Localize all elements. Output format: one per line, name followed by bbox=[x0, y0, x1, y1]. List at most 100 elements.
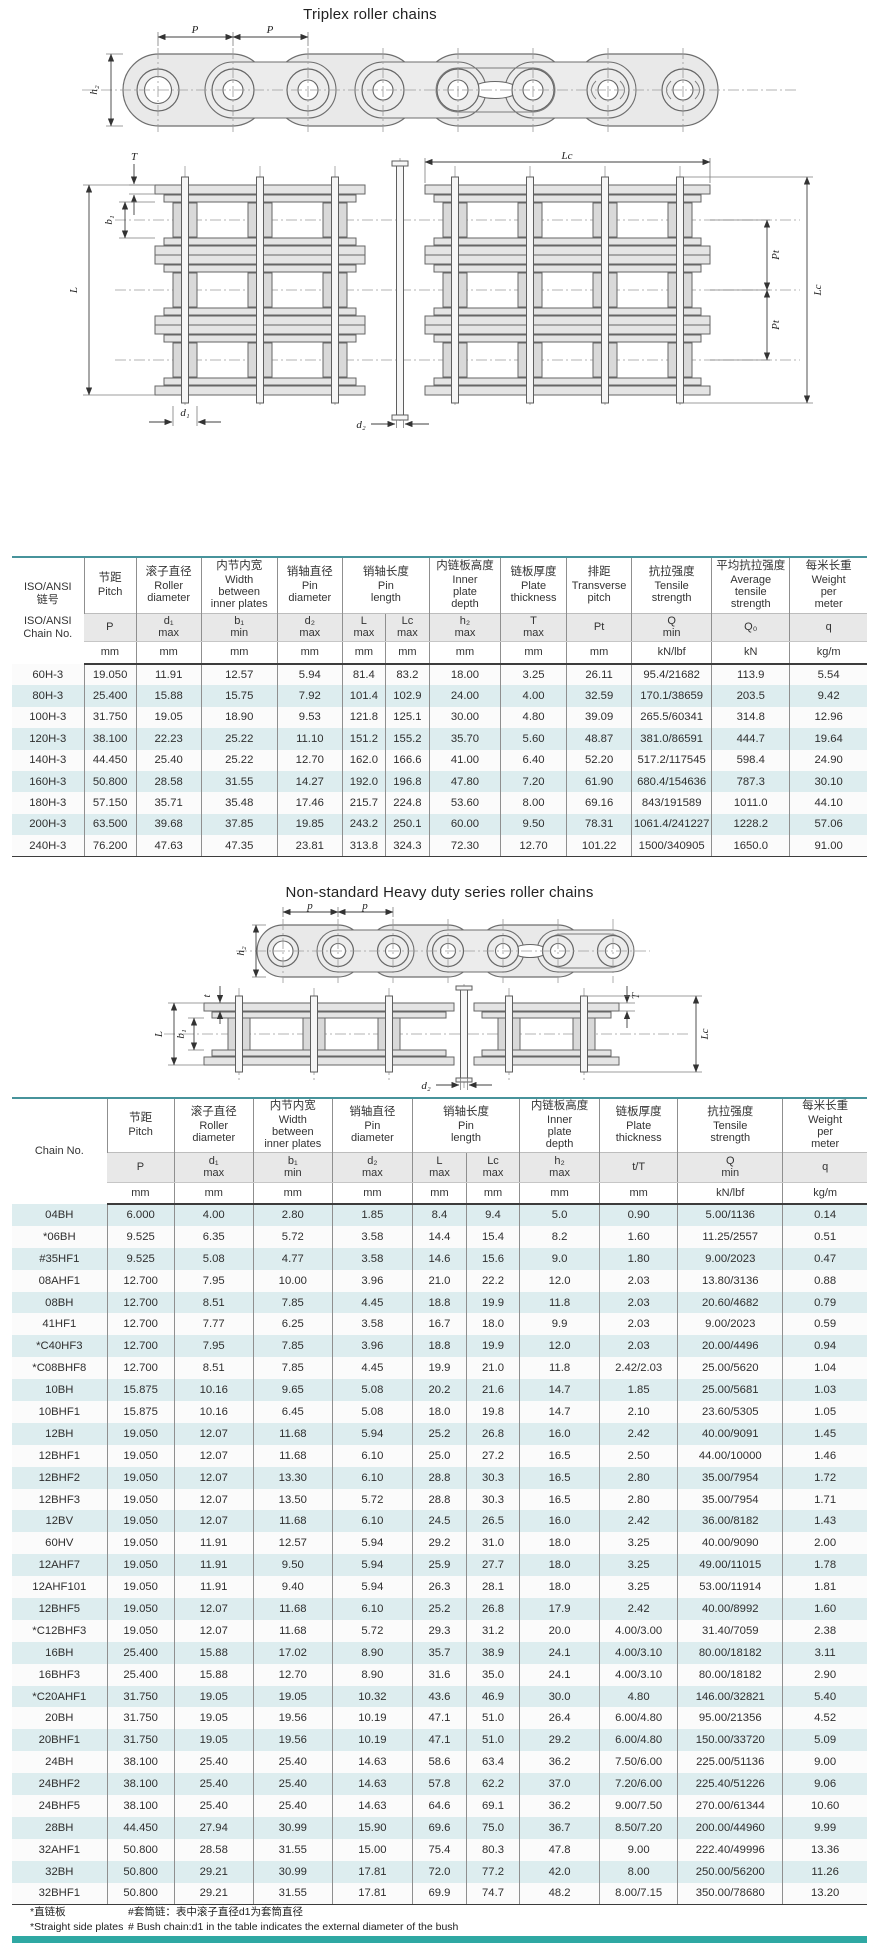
value-cell: 2.03 bbox=[599, 1335, 678, 1358]
value-cell: 7.95 bbox=[173, 1335, 254, 1358]
value-cell: 0.94 bbox=[782, 1335, 867, 1358]
column-header-cn: 内链板高度 bbox=[530, 1099, 589, 1112]
value-cell: 38.9 bbox=[465, 1641, 520, 1664]
value-cell: 95.4/21682 bbox=[631, 664, 712, 686]
column-header: 内节内宽 Width between inner plates bbox=[200, 556, 278, 613]
dimension-b1: b₁ bbox=[175, 1017, 204, 1051]
symbol-cell: q bbox=[789, 612, 867, 642]
value-cell: 3.25 bbox=[499, 664, 567, 686]
dimension-Lc: Lc bbox=[587, 995, 711, 1073]
chain-no-cell: 16BHF3 bbox=[38, 1668, 81, 1681]
chain-no-cell: 12BH bbox=[45, 1427, 74, 1440]
value-cell: 35.00/7954 bbox=[677, 1466, 783, 1489]
value-cell: 11.8 bbox=[519, 1357, 600, 1380]
value-cell: 51.0 bbox=[465, 1707, 520, 1730]
value-cell: 29.3 bbox=[411, 1619, 467, 1642]
value-cell: 19.05 bbox=[173, 1685, 254, 1708]
table-row: 24BHF5 38.100 25.40 25.40 14.63 64.6 69.1 36.2 9… bbox=[12, 1795, 867, 1817]
value-cell: 53.00/11914 bbox=[677, 1576, 783, 1599]
value-cell: 30.10 bbox=[789, 770, 867, 793]
value-cell: 113.9 bbox=[711, 664, 790, 686]
column-header-cn: 销轴长度 bbox=[442, 1105, 489, 1118]
value-cell: 40.00/9091 bbox=[677, 1422, 783, 1445]
value-cell: 13.80/3136 bbox=[677, 1269, 783, 1292]
value-cell: 17.9 bbox=[519, 1598, 600, 1620]
value-cell: 19.9 bbox=[465, 1291, 520, 1314]
value-cell: 4.80 bbox=[599, 1685, 678, 1708]
column-header: 销轴直径 Pin diameter bbox=[331, 1097, 413, 1152]
chain-no-header-text: Chain No. bbox=[34, 1144, 84, 1157]
value-cell: 6.00/4.80 bbox=[599, 1707, 678, 1730]
value-cell: 20.60/4682 bbox=[677, 1291, 783, 1314]
value-cell: 20.00/4496 bbox=[677, 1335, 783, 1358]
value-cell: 31.750 bbox=[83, 706, 137, 729]
value-cell: 25.9 bbox=[411, 1554, 467, 1577]
value-cell: 324.3 bbox=[384, 835, 430, 858]
column-header-en: Average tensile strength bbox=[730, 574, 772, 610]
value-cell: 15.75 bbox=[200, 685, 278, 707]
column-header-en: Inner plate depth bbox=[545, 1114, 574, 1150]
chain-no-cell: 60HV bbox=[45, 1537, 74, 1550]
value-cell: 50.800 bbox=[106, 1860, 175, 1883]
value-cell: 30.99 bbox=[252, 1860, 333, 1883]
value-cell: 9.00/7.50 bbox=[599, 1795, 678, 1817]
value-cell: 125.1 bbox=[384, 706, 430, 729]
value-cell: 5.08 bbox=[331, 1379, 413, 1402]
value-cell: 6.35 bbox=[173, 1225, 254, 1248]
value-cell: 19.8 bbox=[465, 1401, 520, 1423]
value-cell: 9.00/2023 bbox=[677, 1247, 783, 1270]
value-cell: 598.4 bbox=[711, 749, 790, 771]
dim-label-Lc: Lc bbox=[561, 150, 573, 162]
value-cell: 4.45 bbox=[331, 1357, 413, 1380]
column-header-cn: 销轴长度 bbox=[362, 565, 409, 578]
value-cell: 24.90 bbox=[789, 749, 867, 771]
value-cell: 25.22 bbox=[200, 728, 278, 750]
table-row: 160H-3 50.800 28.58 31.55 14.27 192.0 196.8 47.… bbox=[12, 770, 867, 793]
value-cell: 27.94 bbox=[173, 1816, 254, 1839]
value-cell: 5.54 bbox=[789, 664, 867, 686]
chain-no-cell: 20BH bbox=[45, 1712, 74, 1725]
value-cell: 26.8 bbox=[465, 1422, 520, 1445]
value-cell: 25.400 bbox=[83, 685, 137, 707]
column-header: 销轴长度 Pin length bbox=[341, 556, 430, 613]
table-row: 32AHF1 50.800 28.58 31.55 15.00 75.4 80.3 47.8 9… bbox=[12, 1838, 867, 1861]
symbol-cell: d₁ max bbox=[173, 1151, 254, 1183]
value-cell: 20.2 bbox=[411, 1379, 467, 1402]
value-cell: 15.6 bbox=[465, 1247, 520, 1270]
symbol-cell: Q₀ bbox=[711, 612, 790, 642]
value-cell: 19.56 bbox=[252, 1707, 333, 1730]
value-cell: 23.81 bbox=[276, 835, 343, 858]
column-header-en: Pitch bbox=[128, 1125, 153, 1138]
value-cell: 26.4 bbox=[519, 1707, 600, 1730]
value-cell: 50.800 bbox=[83, 770, 137, 793]
value-cell: 3.58 bbox=[331, 1225, 413, 1248]
value-cell: 17.81 bbox=[331, 1860, 413, 1883]
value-cell: 11.25/2557 bbox=[677, 1225, 783, 1248]
footnote-line: #套筒链：表中滚子直径d1为套筒直径 bbox=[128, 1906, 304, 1918]
value-cell: 14.7 bbox=[519, 1401, 600, 1423]
value-cell: 51.0 bbox=[465, 1729, 520, 1752]
value-cell: 3.96 bbox=[331, 1335, 413, 1358]
column-header-cn: 抗拉强度 bbox=[648, 565, 695, 578]
value-cell: 8.50/7.20 bbox=[599, 1816, 678, 1839]
value-cell: 5.60 bbox=[499, 728, 567, 750]
value-cell: 2.80 bbox=[252, 1204, 333, 1226]
section1-title: Triplex roller chains bbox=[303, 6, 437, 23]
column-header-cn: 销轴直径 bbox=[286, 565, 333, 578]
value-cell: 18.8 bbox=[411, 1291, 467, 1314]
value-cell: 49.00/11015 bbox=[677, 1554, 783, 1577]
value-cell: 47.1 bbox=[411, 1729, 467, 1752]
symbol-cell: b₁ min bbox=[252, 1151, 333, 1183]
value-cell: 8.00/7.15 bbox=[599, 1882, 678, 1905]
table-row: 12BHF3 19.050 12.07 13.50 5.72 28.8 30.3 16.5 2.… bbox=[12, 1488, 867, 1511]
table-row: 12BHF1 19.050 12.07 11.68 6.10 25.0 27.2 16.5 2.… bbox=[12, 1444, 867, 1467]
value-cell: 2.38 bbox=[782, 1619, 867, 1642]
value-cell: 19.050 bbox=[106, 1598, 175, 1620]
value-cell: 2.10 bbox=[599, 1401, 678, 1423]
value-cell: 35.0 bbox=[465, 1663, 520, 1686]
value-cell: 27.7 bbox=[465, 1554, 520, 1577]
value-cell: 7.77 bbox=[173, 1313, 254, 1336]
value-cell: 24.1 bbox=[519, 1641, 600, 1664]
value-cell: 9.00/2023 bbox=[677, 1313, 783, 1336]
value-cell: 7.50/6.00 bbox=[599, 1751, 678, 1774]
